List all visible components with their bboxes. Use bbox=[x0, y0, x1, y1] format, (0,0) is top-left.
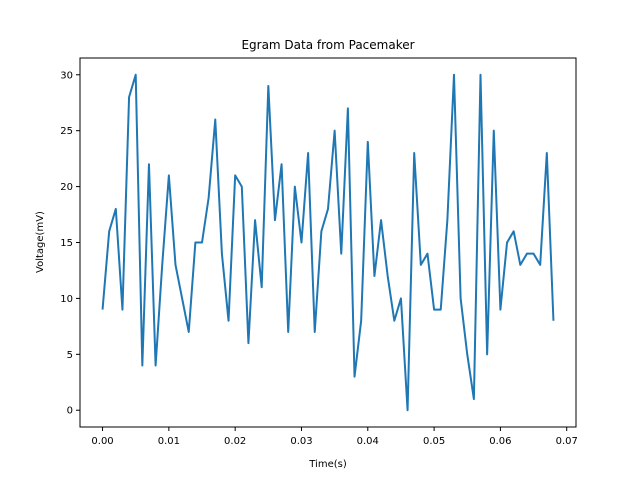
y-tick-label: 10 bbox=[60, 294, 73, 305]
x-tick-label: 0.05 bbox=[423, 436, 445, 447]
x-tick-label: 0.02 bbox=[224, 436, 246, 447]
x-axis-label: Time(s) bbox=[308, 459, 347, 470]
y-tick-label: 15 bbox=[60, 238, 73, 249]
x-axis: 0.00 0.01 0.02 0.03 0.04 0.05 0.06 0.07 bbox=[91, 427, 578, 447]
x-tick-label: 0.00 bbox=[91, 436, 113, 447]
y-tick-label: 5 bbox=[67, 350, 73, 361]
x-tick-label: 0.04 bbox=[357, 436, 379, 447]
y-tick-label: 0 bbox=[67, 406, 73, 417]
series-layer bbox=[101, 73, 555, 412]
y-tick-label: 25 bbox=[60, 126, 73, 137]
y-axis-label: Voltage(mV) bbox=[35, 211, 46, 273]
chart-title: Egram Data from Pacemaker bbox=[241, 38, 414, 52]
x-tick-label: 0.07 bbox=[556, 436, 578, 447]
series-line-0 bbox=[101, 73, 555, 412]
y-axis: 0 5 10 15 20 25 30 bbox=[60, 70, 80, 417]
x-tick-label: 0.06 bbox=[489, 436, 511, 447]
x-tick-label: 0.03 bbox=[290, 436, 312, 447]
y-tick-label: 20 bbox=[60, 182, 73, 193]
y-tick-label: 30 bbox=[60, 70, 73, 81]
x-tick-label: 0.01 bbox=[158, 436, 180, 447]
